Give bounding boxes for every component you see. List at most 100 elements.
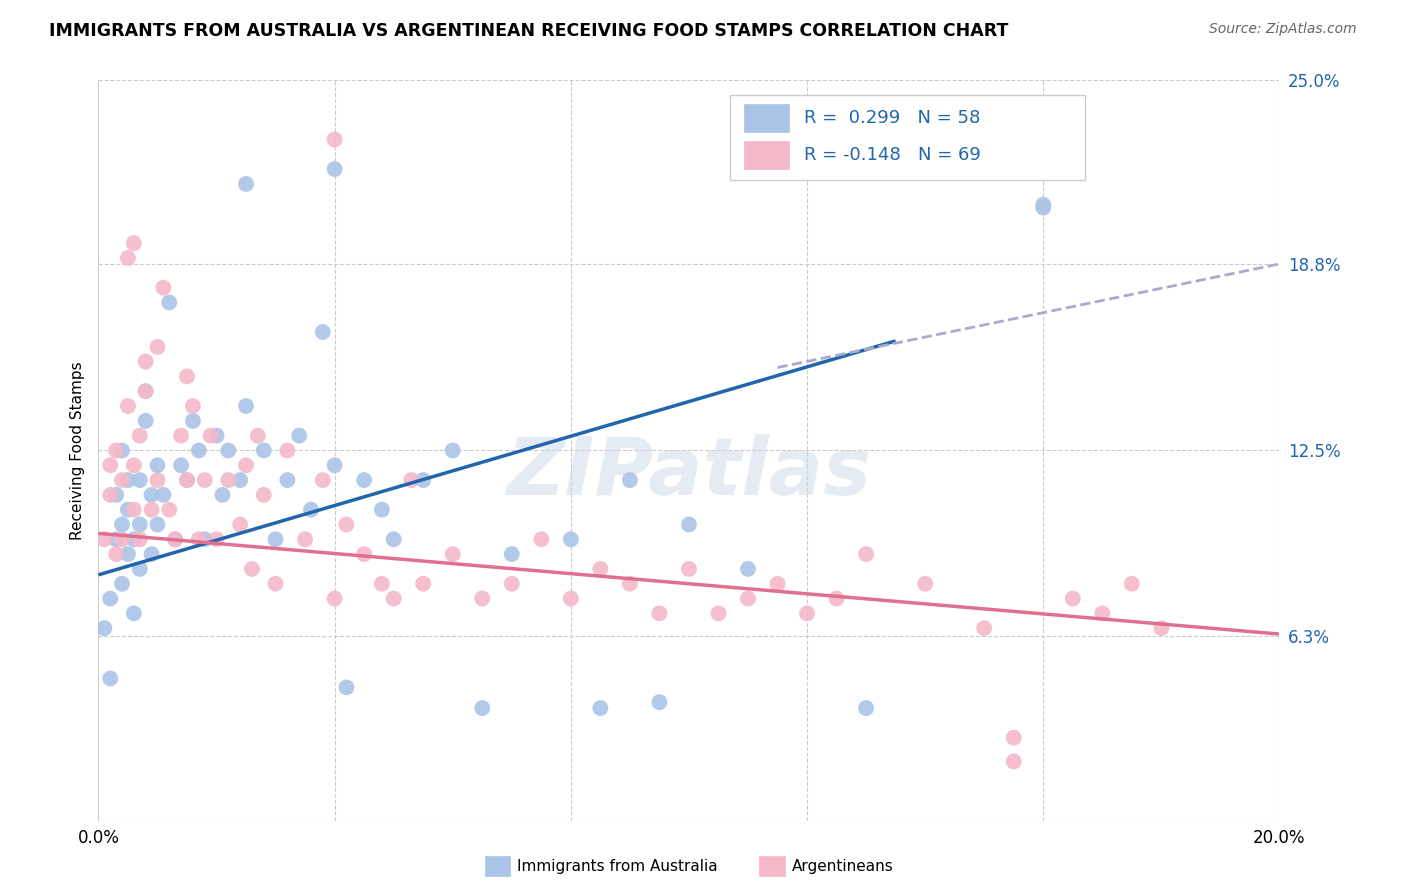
Point	[165, 533, 187, 547]
Point	[501, 547, 523, 561]
Point	[312, 325, 335, 339]
Point	[382, 533, 405, 547]
Point	[170, 428, 193, 442]
Point	[200, 428, 222, 442]
Point	[135, 354, 157, 368]
Point	[501, 576, 523, 591]
Point	[264, 576, 287, 591]
Point	[122, 502, 145, 516]
Point	[312, 473, 335, 487]
Text: R = -0.148   N = 69: R = -0.148 N = 69	[803, 146, 980, 164]
Point	[1150, 621, 1173, 635]
Point	[135, 414, 157, 428]
Point	[98, 591, 121, 606]
Point	[412, 473, 434, 487]
Point	[264, 533, 287, 547]
Point	[353, 473, 375, 487]
Point	[111, 443, 134, 458]
FancyBboxPatch shape	[744, 141, 789, 169]
Point	[117, 502, 139, 516]
Point	[217, 443, 239, 458]
Point	[235, 399, 257, 413]
Point	[253, 443, 276, 458]
Point	[648, 695, 671, 709]
Point	[141, 488, 163, 502]
Point	[170, 458, 193, 473]
Point	[122, 607, 145, 621]
Point	[471, 701, 494, 715]
Point	[288, 428, 311, 442]
Point	[111, 576, 134, 591]
Point	[1091, 607, 1114, 621]
Point	[122, 458, 145, 473]
Text: ZIPatlas: ZIPatlas	[506, 434, 872, 512]
Point	[678, 562, 700, 576]
Point	[560, 533, 582, 547]
Text: Immigrants from Australia: Immigrants from Australia	[517, 859, 718, 873]
Point	[240, 562, 263, 576]
Point	[146, 473, 169, 487]
Point	[299, 502, 322, 516]
Point	[441, 443, 464, 458]
Point	[323, 458, 346, 473]
Point	[217, 473, 239, 487]
Point	[737, 591, 759, 606]
Point	[98, 488, 121, 502]
Point	[93, 621, 115, 635]
Point	[187, 533, 209, 547]
Point	[157, 295, 180, 310]
Point	[111, 533, 134, 547]
Point	[1121, 576, 1143, 591]
Point	[335, 517, 357, 532]
Point	[152, 488, 174, 502]
Point	[276, 473, 298, 487]
Text: R =  0.299   N = 58: R = 0.299 N = 58	[803, 109, 980, 127]
Point	[796, 607, 818, 621]
Text: IMMIGRANTS FROM AUSTRALIA VS ARGENTINEAN RECEIVING FOOD STAMPS CORRELATION CHART: IMMIGRANTS FROM AUSTRALIA VS ARGENTINEAN…	[49, 22, 1008, 40]
Point	[1032, 201, 1054, 215]
Point	[128, 562, 150, 576]
Point	[825, 591, 848, 606]
Point	[122, 533, 145, 547]
Point	[176, 369, 198, 384]
Point	[401, 473, 423, 487]
Point	[707, 607, 730, 621]
Point	[855, 701, 877, 715]
Point	[128, 533, 150, 547]
Point	[128, 473, 150, 487]
Point	[619, 576, 641, 591]
Point	[117, 399, 139, 413]
Point	[855, 547, 877, 561]
Point	[229, 517, 252, 532]
Point	[152, 280, 174, 294]
Point	[194, 473, 217, 487]
Point	[1062, 591, 1084, 606]
Point	[176, 473, 198, 487]
Point	[371, 502, 394, 516]
Point	[128, 428, 150, 442]
Point	[323, 591, 346, 606]
Point	[111, 517, 134, 532]
Text: Source: ZipAtlas.com: Source: ZipAtlas.com	[1209, 22, 1357, 37]
Point	[117, 251, 139, 265]
Point	[471, 591, 494, 606]
Point	[117, 473, 139, 487]
Point	[235, 177, 257, 191]
Point	[98, 458, 121, 473]
Point	[323, 162, 346, 177]
Point	[335, 681, 357, 695]
Point	[117, 547, 139, 561]
Point	[235, 458, 257, 473]
Point	[619, 473, 641, 487]
Point	[914, 576, 936, 591]
Point	[276, 443, 298, 458]
Point	[441, 547, 464, 561]
Point	[194, 533, 217, 547]
Point	[1032, 103, 1054, 117]
Point	[135, 384, 157, 399]
Point	[1032, 197, 1054, 211]
Point	[678, 517, 700, 532]
Point	[105, 533, 128, 547]
Point	[589, 701, 612, 715]
FancyBboxPatch shape	[744, 104, 789, 132]
